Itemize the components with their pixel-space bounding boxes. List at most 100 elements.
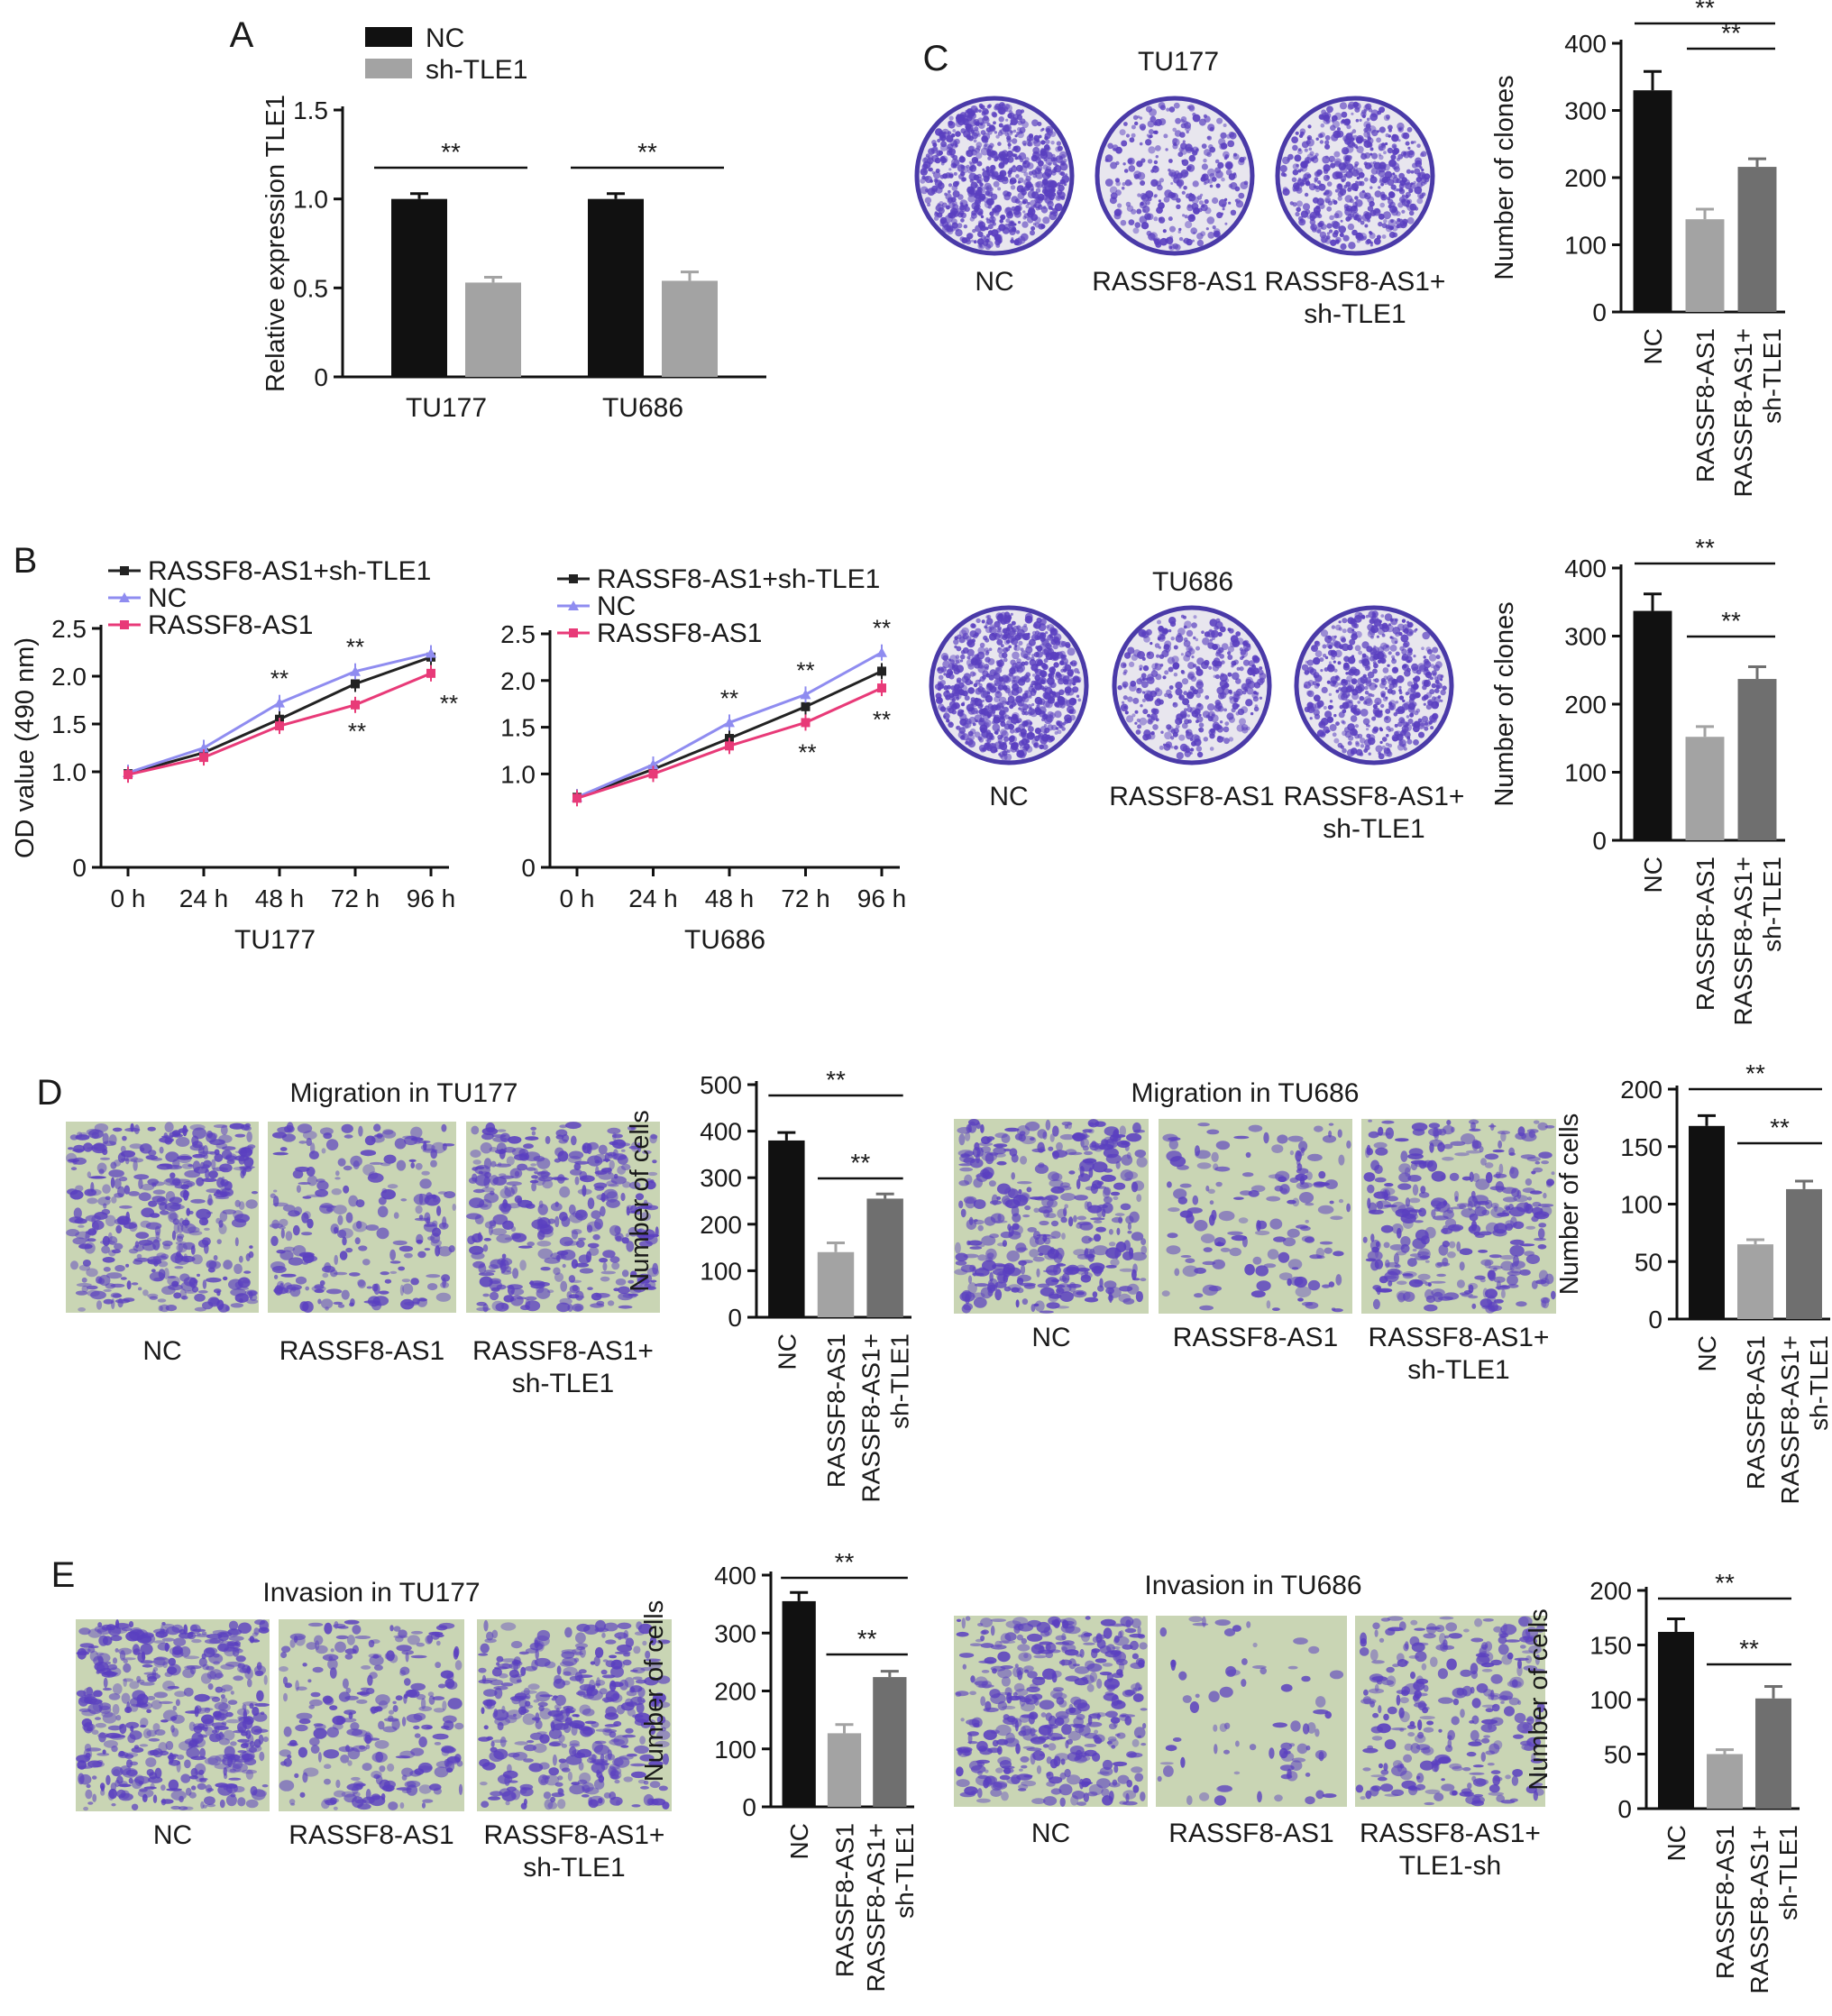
stained-cell xyxy=(1016,1125,1030,1137)
colony xyxy=(1010,612,1013,616)
colony xyxy=(1140,193,1150,202)
stained-cell xyxy=(1289,1150,1295,1156)
stained-cell xyxy=(398,1245,414,1252)
colony xyxy=(1204,198,1209,205)
colony xyxy=(992,151,997,156)
colony xyxy=(939,222,944,227)
colony xyxy=(1329,700,1333,703)
colony xyxy=(952,190,960,198)
stained-cell xyxy=(1049,1133,1055,1142)
stained-cell xyxy=(223,1276,228,1281)
stained-cell xyxy=(626,1206,630,1216)
colony xyxy=(1337,127,1341,132)
colony xyxy=(1388,218,1397,227)
stained-cell xyxy=(218,1134,233,1143)
stained-cell xyxy=(1238,1217,1249,1223)
colony xyxy=(947,668,952,674)
stained-cell xyxy=(587,1287,593,1290)
stained-cell xyxy=(1121,1141,1130,1145)
colony xyxy=(956,660,960,664)
stained-cell xyxy=(1059,1133,1076,1141)
colony xyxy=(1207,168,1215,177)
colony xyxy=(1296,200,1303,207)
stained-cell xyxy=(1272,1307,1280,1311)
colony xyxy=(1016,719,1021,724)
colony xyxy=(1369,683,1378,691)
colony xyxy=(1104,154,1113,162)
colony xyxy=(1321,686,1328,694)
stained-cell xyxy=(494,1163,511,1168)
colony xyxy=(981,708,989,716)
colony xyxy=(1162,675,1167,680)
colony xyxy=(1357,701,1360,704)
colony xyxy=(1405,195,1409,199)
colony xyxy=(1040,726,1048,733)
colony xyxy=(973,683,978,688)
stained-cell xyxy=(164,1122,174,1132)
stained-cell xyxy=(183,1253,188,1262)
stained-cell xyxy=(148,1150,157,1157)
colony xyxy=(1324,667,1329,672)
colony xyxy=(1012,683,1020,692)
colony xyxy=(1058,677,1065,685)
stained-cell xyxy=(107,1232,113,1242)
stained-cell xyxy=(602,1250,616,1259)
stained-cell xyxy=(1076,1215,1087,1221)
colony xyxy=(1372,646,1379,654)
colony xyxy=(1351,689,1355,692)
colony xyxy=(1410,687,1416,693)
colony xyxy=(1120,662,1127,669)
colony xyxy=(1008,716,1012,720)
colony xyxy=(920,168,928,176)
stained-cell xyxy=(74,1218,87,1224)
colony xyxy=(1195,148,1199,151)
colony xyxy=(998,224,1006,232)
stained-cell xyxy=(154,1225,161,1236)
stained-cell xyxy=(536,1216,544,1229)
stained-cell xyxy=(508,1136,522,1144)
stained-cell xyxy=(547,1218,555,1224)
colony xyxy=(1417,718,1423,723)
colony xyxy=(1425,692,1433,699)
stained-cell xyxy=(178,1242,183,1253)
stained-cell xyxy=(179,1217,185,1227)
stained-cell xyxy=(1036,1233,1051,1237)
stained-cell xyxy=(334,1226,339,1234)
stained-cell xyxy=(102,1141,116,1147)
colony xyxy=(1022,210,1026,214)
colony xyxy=(979,193,986,201)
stained-cell xyxy=(1205,1185,1210,1192)
stained-cell xyxy=(484,1221,497,1229)
colony xyxy=(1115,189,1122,197)
stained-cell xyxy=(214,1149,220,1156)
colony xyxy=(1252,674,1256,677)
colony xyxy=(1153,216,1159,222)
stained-cell xyxy=(90,1290,106,1300)
colony xyxy=(1386,734,1389,738)
colony xyxy=(983,142,990,151)
colony xyxy=(1333,668,1338,673)
colony xyxy=(1347,655,1356,664)
colony xyxy=(987,205,992,209)
colony xyxy=(1148,134,1152,139)
colony xyxy=(1403,640,1410,648)
colony xyxy=(1423,655,1426,659)
colony xyxy=(1193,231,1196,234)
colony xyxy=(966,112,975,119)
colony xyxy=(1162,743,1166,747)
colony xyxy=(1370,635,1374,639)
colony xyxy=(1340,636,1346,642)
stained-cell xyxy=(498,1162,502,1167)
stained-cell xyxy=(230,1303,244,1308)
stained-cell xyxy=(75,1231,91,1240)
colony xyxy=(1359,118,1362,122)
colony xyxy=(1379,740,1383,745)
stained-cell xyxy=(1129,1211,1140,1223)
stained-cell xyxy=(525,1136,539,1141)
colony xyxy=(995,156,999,160)
stained-cell xyxy=(1110,1191,1121,1196)
colony xyxy=(1150,713,1158,720)
stained-cell xyxy=(512,1268,519,1279)
stained-cell xyxy=(430,1239,442,1247)
colony xyxy=(1391,666,1399,674)
